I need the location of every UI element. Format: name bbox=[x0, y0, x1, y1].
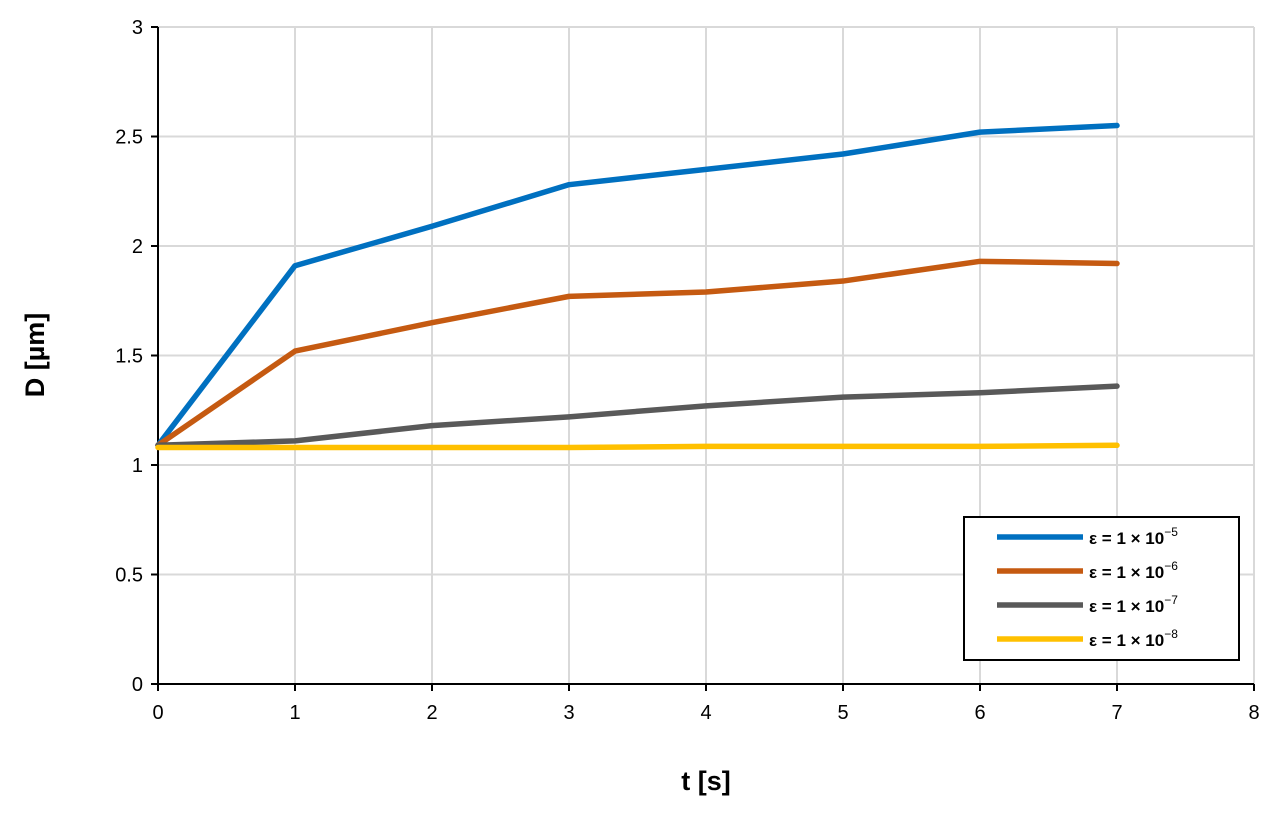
legend-label-exponent: −8 bbox=[1164, 627, 1178, 641]
y-tick-label: 0 bbox=[132, 674, 143, 696]
series-line-1 bbox=[155, 122, 1120, 449]
y-axis-title: D [µm] bbox=[20, 313, 50, 398]
x-tick-label: 5 bbox=[837, 702, 848, 724]
y-tick-label: 0.5 bbox=[115, 565, 143, 587]
legend-label-3: ε = 1 × 10−7 bbox=[1089, 593, 1178, 616]
x-tick-label: 6 bbox=[974, 702, 985, 724]
x-tick-label: 3 bbox=[563, 702, 574, 724]
series-line-3 bbox=[155, 383, 1120, 449]
legend-label-exponent: −6 bbox=[1164, 559, 1178, 573]
axes bbox=[151, 26, 1255, 691]
x-tick-label: 7 bbox=[1111, 702, 1122, 724]
legend-label-exponent: −5 bbox=[1164, 525, 1178, 539]
legend-label-main: ε = 1 × 10 bbox=[1089, 631, 1164, 650]
y-tick-label: 1.5 bbox=[115, 346, 143, 368]
x-tick-label: 1 bbox=[289, 702, 300, 724]
legend-label-4: ε = 1 × 10−8 bbox=[1089, 627, 1178, 650]
legend-label-1: ε = 1 × 10−5 bbox=[1089, 525, 1178, 548]
legend-label-main: ε = 1 × 10 bbox=[1089, 529, 1164, 548]
y-tick-label: 2 bbox=[132, 236, 143, 258]
x-tick-label: 4 bbox=[700, 702, 711, 724]
x-tick-label: 0 bbox=[152, 702, 163, 724]
grid bbox=[158, 26, 1255, 684]
y-tick-label: 3 bbox=[132, 17, 143, 39]
legend: ε = 1 × 10−5ε = 1 × 10−6ε = 1 × 10−7ε = … bbox=[963, 516, 1240, 661]
x-tick-label: 8 bbox=[1248, 702, 1259, 724]
legend-label-exponent: −7 bbox=[1164, 593, 1178, 607]
x-axis-title: t [s] bbox=[681, 766, 731, 796]
legend-label-2: ε = 1 × 10−6 bbox=[1089, 559, 1178, 582]
legend-box bbox=[963, 516, 1240, 661]
y-tick-label: 2.5 bbox=[115, 127, 143, 149]
series-lines bbox=[155, 122, 1120, 451]
series-line-4 bbox=[155, 442, 1120, 451]
tick-labels: 0 1 2 3 4 5 6 7 8 0 0.5 1 1.5 2 2.5 3 bbox=[115, 17, 1259, 724]
legend-label-main: ε = 1 × 10 bbox=[1089, 563, 1164, 582]
legend-label-main: ε = 1 × 10 bbox=[1089, 597, 1164, 616]
y-tick-label: 1 bbox=[132, 455, 143, 477]
x-tick-label: 2 bbox=[426, 702, 437, 724]
series-line-2 bbox=[155, 258, 1120, 449]
